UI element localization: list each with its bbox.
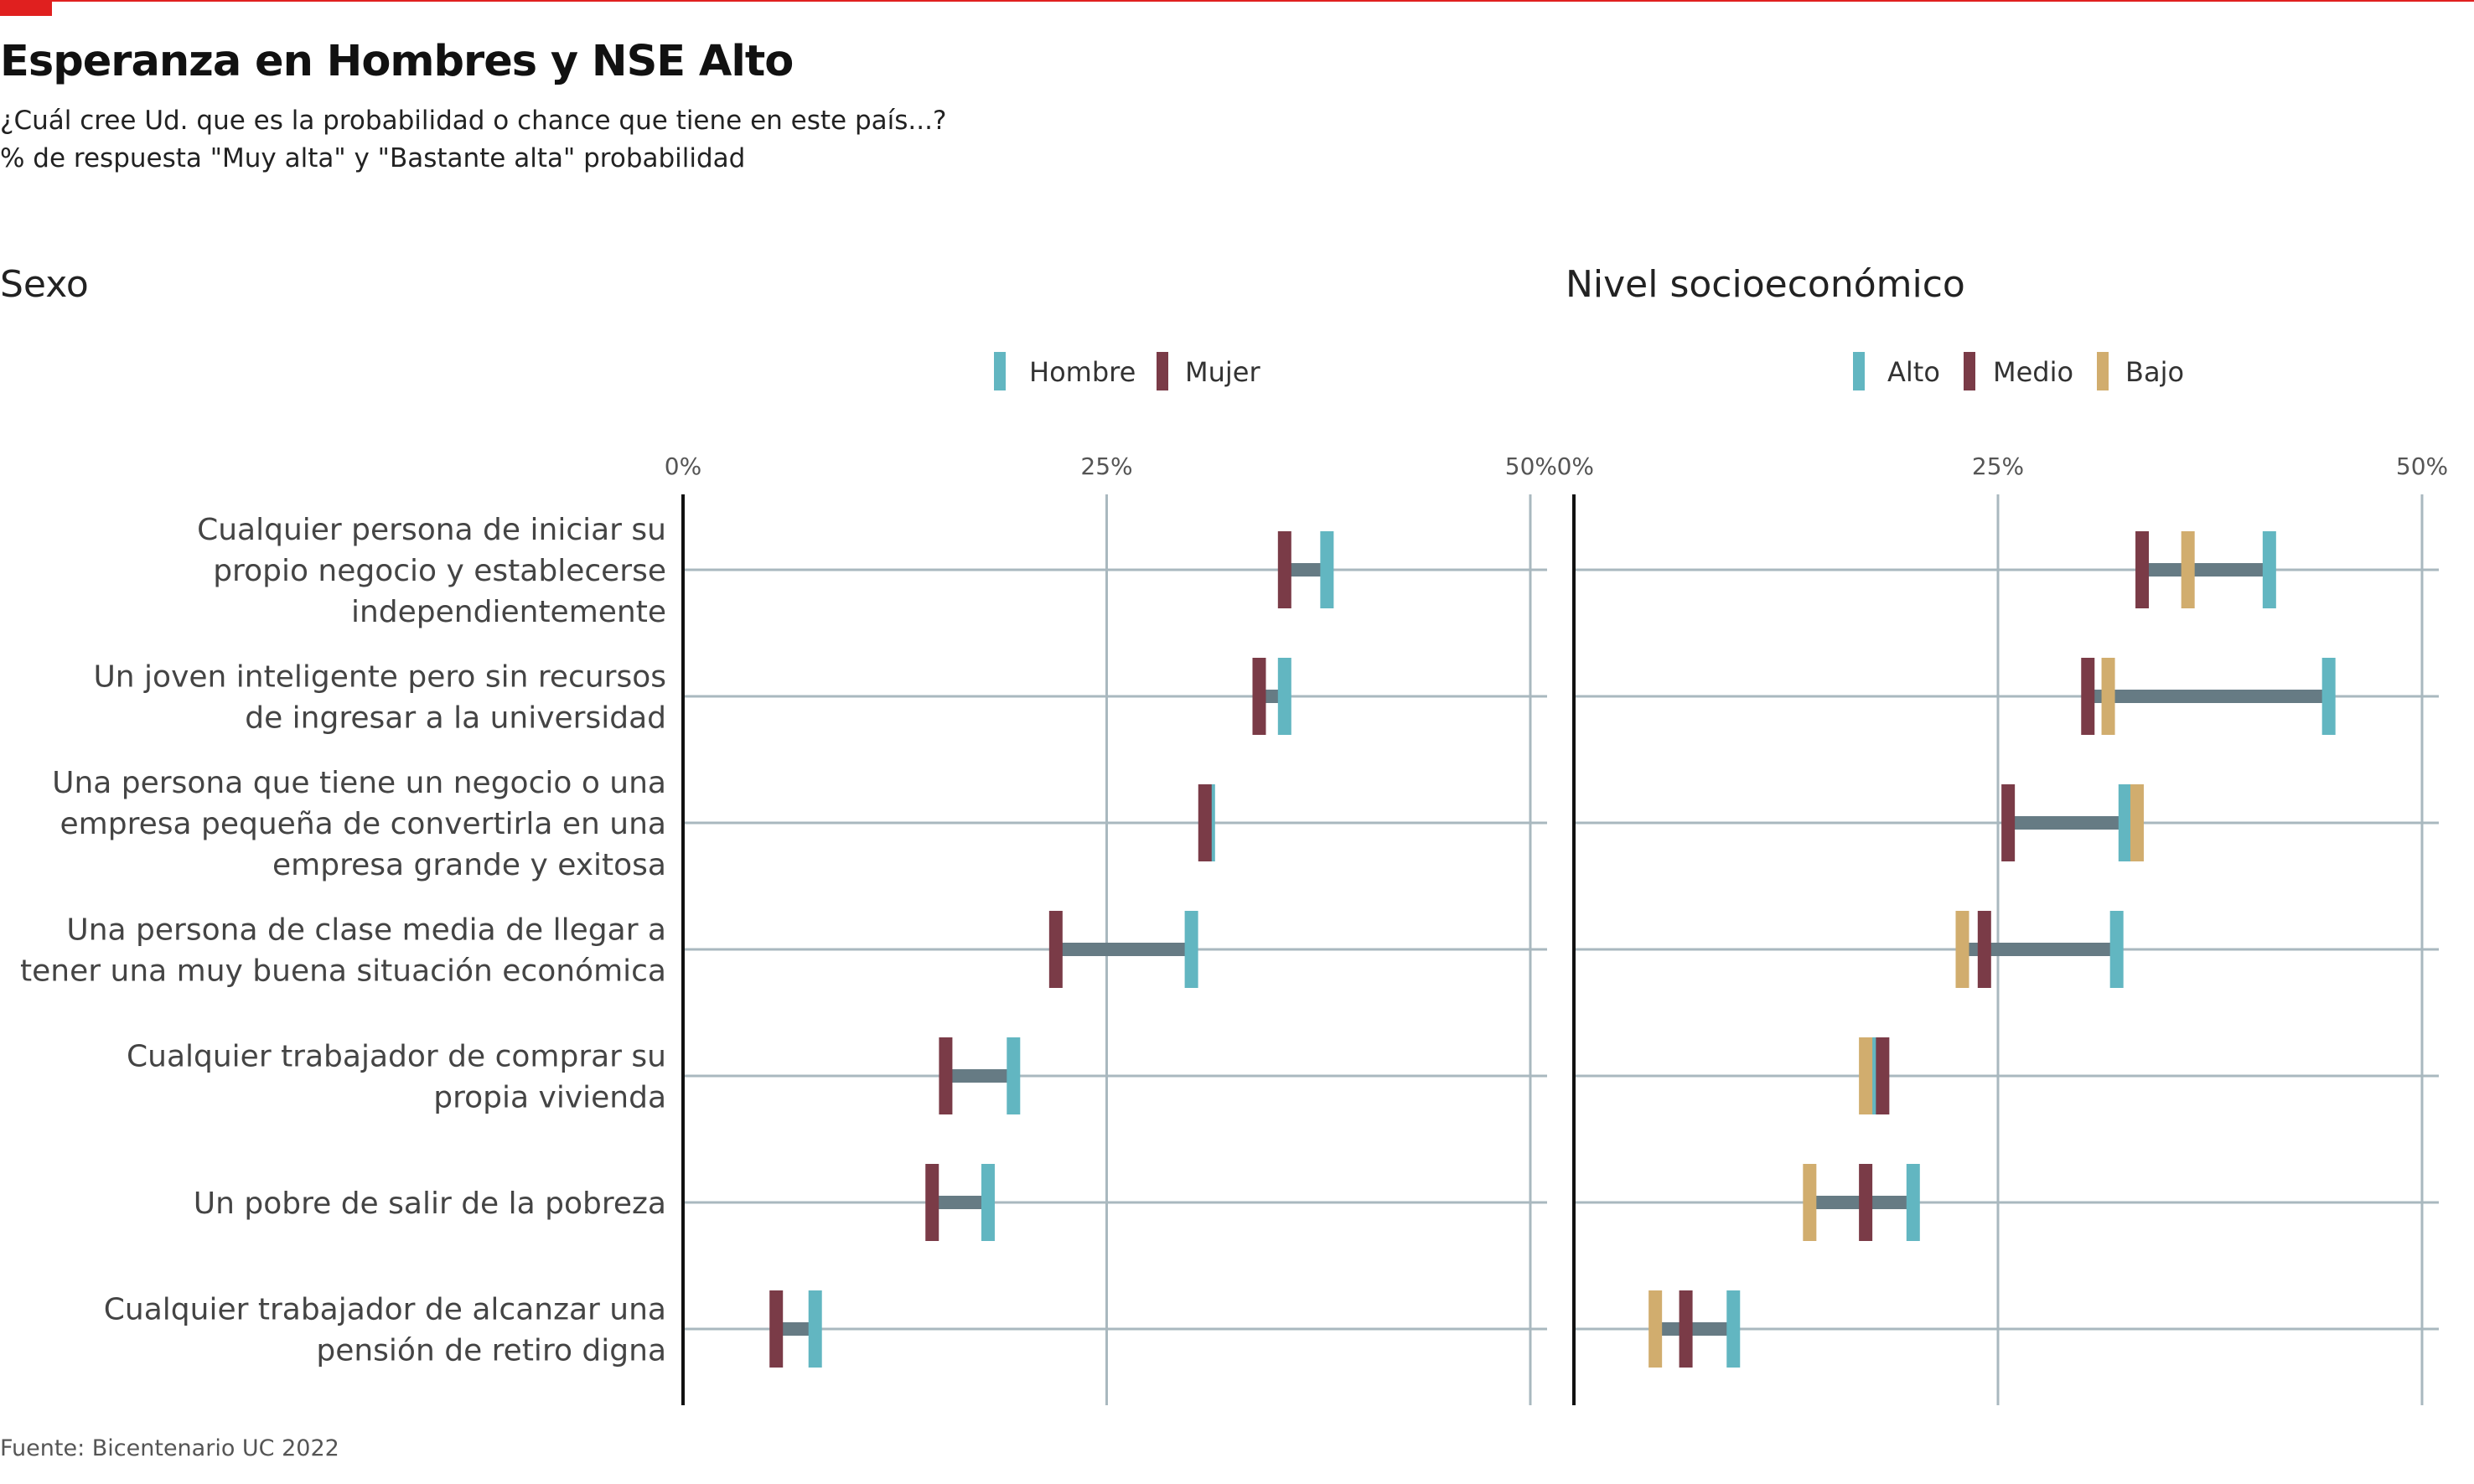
marker-medio <box>2081 658 2095 735</box>
category-label: propia vivienda <box>433 1081 666 1115</box>
category-label: Cualquier trabajador de comprar su <box>127 1040 666 1074</box>
legend-label: Mujer <box>1185 356 1260 388</box>
marker-medio <box>1876 1037 1890 1114</box>
category-label: Cualquier trabajador de alcanzar una <box>104 1293 666 1327</box>
marker-medio <box>1977 911 1991 988</box>
legend-swatch <box>1964 352 1975 390</box>
marker-alto <box>2118 784 2132 861</box>
x-tick-label: 50% <box>2396 452 2448 480</box>
marker-alto <box>1726 1290 1741 1368</box>
marker-medio <box>2001 784 2016 861</box>
category-label: empresa grande y exitosa <box>272 848 666 882</box>
marker-hombre <box>981 1164 995 1241</box>
category-label: empresa pequeña de convertirla en una <box>60 807 666 841</box>
panel-title-nse: Nivel socioeconómico <box>1566 263 1965 306</box>
top-accent-rule <box>0 0 2474 2</box>
marker-bajo <box>1648 1290 1663 1368</box>
category-label: Una persona que tiene un negocio o una <box>52 766 666 800</box>
legend-label: Bajo <box>2125 356 2184 388</box>
legend-label: Hombre <box>1029 356 1136 388</box>
source-note: Fuente: Bicentenario UC 2022 <box>0 1435 339 1461</box>
x-tick-label: 25% <box>1080 452 1132 480</box>
marker-alto <box>1906 1164 1920 1241</box>
x-tick-label: 50% <box>1505 452 1557 480</box>
marker-bajo <box>1803 1164 1817 1241</box>
category-label: Cualquier persona de iniciar su <box>197 513 666 547</box>
marker-hombre <box>1007 1037 1021 1114</box>
marker-hombre <box>808 1290 822 1368</box>
marker-mujer <box>1198 784 1212 861</box>
category-label: tener una muy buena situación económica <box>20 954 666 989</box>
marker-alto <box>2321 658 2336 735</box>
legend-swatch <box>1853 352 1865 390</box>
marker-mujer <box>769 1290 784 1368</box>
panel-title-sexo: Sexo <box>0 263 89 306</box>
x-tick-label: 25% <box>1972 452 2024 480</box>
marker-medio <box>1859 1164 1873 1241</box>
category-label: de ingresar a la universidad <box>245 701 666 736</box>
legend-swatch <box>994 352 1006 390</box>
marker-mujer <box>1277 531 1291 608</box>
marker-bajo <box>2101 658 2115 735</box>
category-label: pensión de retiro digna <box>316 1334 666 1368</box>
category-label: propio negocio y establecerse <box>213 554 666 588</box>
category-label: Una persona de clase media de llegar a <box>66 913 666 948</box>
x-tick-label: 0% <box>665 452 701 480</box>
marker-medio <box>1679 1290 1693 1368</box>
category-label: independientemente <box>351 595 666 629</box>
marker-mujer <box>1048 911 1063 988</box>
marker-hombre <box>1277 658 1291 735</box>
chart-subtitle-question: ¿Cuál cree Ud. que es la probabilidad o … <box>0 106 947 136</box>
category-label: Un pobre de salir de la pobreza <box>194 1187 666 1221</box>
marker-bajo <box>2181 531 2195 608</box>
category-label: Un joven inteligente pero sin recursos <box>93 660 666 695</box>
legend-label: Alto <box>1887 356 1940 388</box>
legend-label: Medio <box>1993 356 2073 388</box>
x-tick-label: 0% <box>1557 452 1594 480</box>
marker-bajo <box>1859 1037 1873 1114</box>
marker-alto <box>2109 911 2124 988</box>
chart-title: Esperanza en Hombres y NSE Alto <box>0 37 794 86</box>
chart-subtitle-measure: % de respuesta "Muy alta" y "Bastante al… <box>0 143 746 173</box>
marker-mujer <box>939 1037 953 1114</box>
marker-hombre <box>1320 531 1334 608</box>
marker-bajo <box>1955 911 1969 988</box>
marker-medio <box>2135 531 2150 608</box>
top-accent-tab <box>0 0 52 16</box>
marker-hombre <box>1184 911 1198 988</box>
legend-swatch <box>1157 352 1168 390</box>
marker-mujer <box>1252 658 1266 735</box>
marker-alto <box>2262 531 2276 608</box>
legend-swatch <box>2097 352 2109 390</box>
marker-bajo <box>2130 784 2144 861</box>
marker-mujer <box>925 1164 939 1241</box>
